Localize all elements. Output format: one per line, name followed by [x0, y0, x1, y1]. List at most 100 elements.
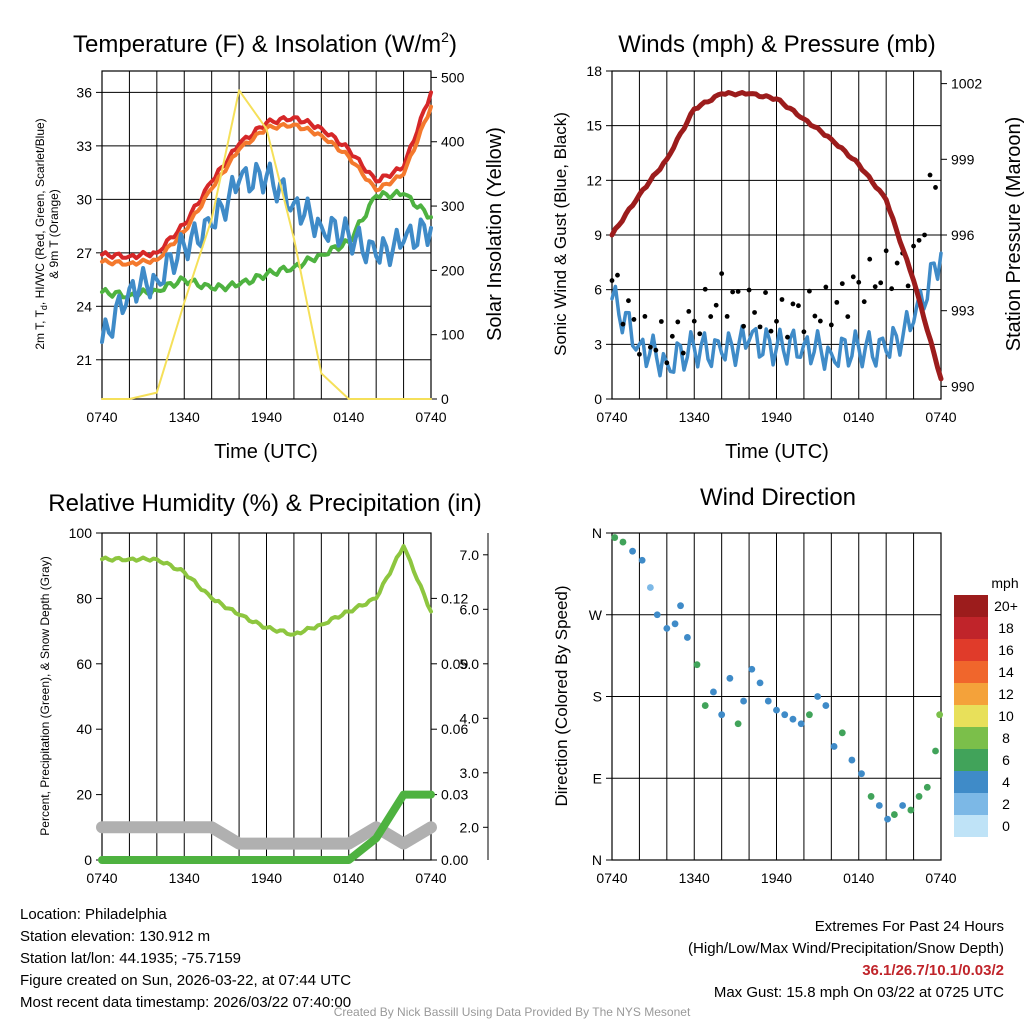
- temp-ytick-0: 21: [76, 352, 92, 368]
- rh-xtick-4: 0740: [415, 870, 446, 886]
- temperature-chart-title: Temperature (F) & Insolation (W/m2): [73, 29, 457, 58]
- wind-gust-point-10: [664, 360, 670, 366]
- wind-gust-point-18: [708, 314, 714, 319]
- wdir-point-15: [734, 720, 742, 728]
- rh-y2tick-2: 0.06: [441, 721, 468, 737]
- temp-series-solar-insolation: [101, 89, 432, 400]
- colorbar-label-9: 2: [1002, 796, 1010, 812]
- wdir-point-37: [915, 793, 923, 800]
- colorbar-swatch-1: [954, 617, 988, 639]
- wind-gust-point-6: [642, 314, 648, 319]
- temp-y2tick-3: 300: [441, 198, 465, 214]
- humidity-y-axis-label: Percent, Precipitation (Green), & Snow D…: [38, 556, 52, 835]
- wdir-point-5: [653, 611, 661, 619]
- wind-gust-point-24: [741, 323, 746, 329]
- wind-gust-point-13: [680, 350, 686, 356]
- temp-xtick-3: 0140: [333, 409, 364, 425]
- wind-y2tick-3: 999: [951, 151, 975, 167]
- rh-ytick-4: 80: [76, 590, 92, 606]
- wdir-point-12: [710, 688, 717, 696]
- wdir-point-19: [764, 697, 772, 705]
- colorbar-swatch-9: [954, 793, 988, 815]
- temp-y2tick-2: 200: [441, 262, 465, 278]
- wdir-xtick-2: 1940: [761, 870, 792, 886]
- rh-y3tick-3: 5.0: [460, 656, 480, 672]
- wind-gust-point-43: [845, 314, 851, 319]
- wind-gust-point-1: [615, 272, 620, 278]
- temp-series-hi-wc: [100, 161, 433, 344]
- wind-gust-point-27: [757, 324, 763, 330]
- wind-gust-point-48: [872, 284, 878, 290]
- wdir-xtick-3: 0140: [843, 870, 874, 886]
- wind-ytick-4: 12: [586, 172, 602, 188]
- wind-gust-point-25: [746, 287, 752, 293]
- rh-xtick-2: 1940: [251, 870, 282, 886]
- wind-y2tick-1: 993: [951, 303, 975, 319]
- wdir-point-10: [693, 661, 701, 669]
- wdir-point-18: [756, 679, 764, 687]
- rh-ytick-2: 40: [76, 721, 92, 737]
- wdir-point-14: [726, 674, 734, 682]
- wind-gust-point-47: [867, 256, 873, 262]
- temp-y2tick-4: 400: [441, 134, 465, 150]
- temp-ytick-3: 30: [76, 191, 92, 207]
- wdir-point-11: [701, 702, 709, 709]
- rh-ytick-1: 20: [76, 787, 92, 803]
- winds-y-axis-label: Sonic Wind & Gust (Blue, Black): [551, 112, 570, 356]
- rh-y2tick-3: 0.09: [441, 656, 468, 672]
- wdir-point-6: [663, 624, 671, 632]
- colorbar-swatch-3: [954, 661, 988, 683]
- wdir-point-30: [858, 770, 865, 778]
- wdir-point-38: [923, 783, 931, 791]
- wind-gust-point-19: [713, 302, 719, 308]
- rh-ytick-0: 0: [84, 852, 92, 868]
- wind-gust-point-7: [647, 344, 653, 350]
- temp-y2tick-5: 500: [441, 69, 465, 85]
- wind-gust-point-39: [823, 284, 829, 290]
- wind-gust-point-26: [752, 310, 757, 315]
- wind-xtick-0: 0740: [596, 409, 627, 425]
- wdir-ytick-0: N: [592, 852, 602, 868]
- wdir-ytick-3: W: [589, 607, 603, 623]
- wind-gust-point-5: [637, 351, 642, 357]
- wind-ytick-5: 15: [586, 118, 602, 134]
- wind-gust-point-23: [735, 289, 741, 294]
- wind-gust-point-51: [889, 286, 895, 292]
- colorbar-label-2: 16: [998, 642, 1014, 658]
- pressure-y2-axis-label: Station Pressure (Maroon): [1003, 117, 1024, 352]
- rh-xtick-3: 0140: [333, 870, 364, 886]
- extremes-title: Extremes For Past 24 Hours: [814, 918, 1004, 935]
- rh-y2tick-0: 0.00: [441, 852, 468, 868]
- wdir-point-29: [848, 756, 856, 764]
- wind-gust-point-49: [878, 280, 884, 286]
- wind-gust-point-3: [626, 298, 631, 304]
- wind-y2tick-0: 990: [951, 378, 975, 394]
- wdir-ytick-1: E: [593, 770, 602, 786]
- wind-gust-point-38: [817, 318, 823, 324]
- wdir-point-24: [806, 711, 813, 719]
- created-text: Figure created on Sun, 2026-03-22, at 07…: [20, 972, 352, 989]
- temp-xtick-0: 0740: [86, 409, 117, 425]
- rh-ytick-5: 100: [69, 525, 93, 541]
- wind-gust-point-9: [658, 319, 664, 324]
- colorbar-label-6: 8: [1002, 730, 1010, 746]
- colorbar-label-4: 12: [998, 686, 1014, 702]
- wind-gust-point-2: [620, 321, 626, 327]
- wind-ytick-3: 9: [594, 227, 602, 243]
- rh-y3tick-1: 3.0: [460, 765, 480, 781]
- wind-gust-point-17: [702, 286, 708, 292]
- wind-gust-point-31: [779, 297, 785, 302]
- wdir-point-4: [646, 584, 654, 591]
- latlon-text: Station lat/lon: 44.1935; -75.7159: [20, 950, 242, 967]
- wind-gust-point-37: [812, 313, 818, 319]
- temp-xtick-2: 1940: [251, 409, 282, 425]
- wind-series-station-pressure: [609, 90, 944, 382]
- wind-ytick-2: 6: [594, 282, 602, 298]
- wind-gust-point-58: [927, 172, 933, 178]
- wind-gust-point-28: [763, 290, 768, 295]
- wdir-point-2: [629, 547, 636, 555]
- wind-gust-point-40: [828, 322, 834, 328]
- wdir-point-39: [932, 747, 939, 755]
- wind-gust-point-8: [653, 347, 659, 353]
